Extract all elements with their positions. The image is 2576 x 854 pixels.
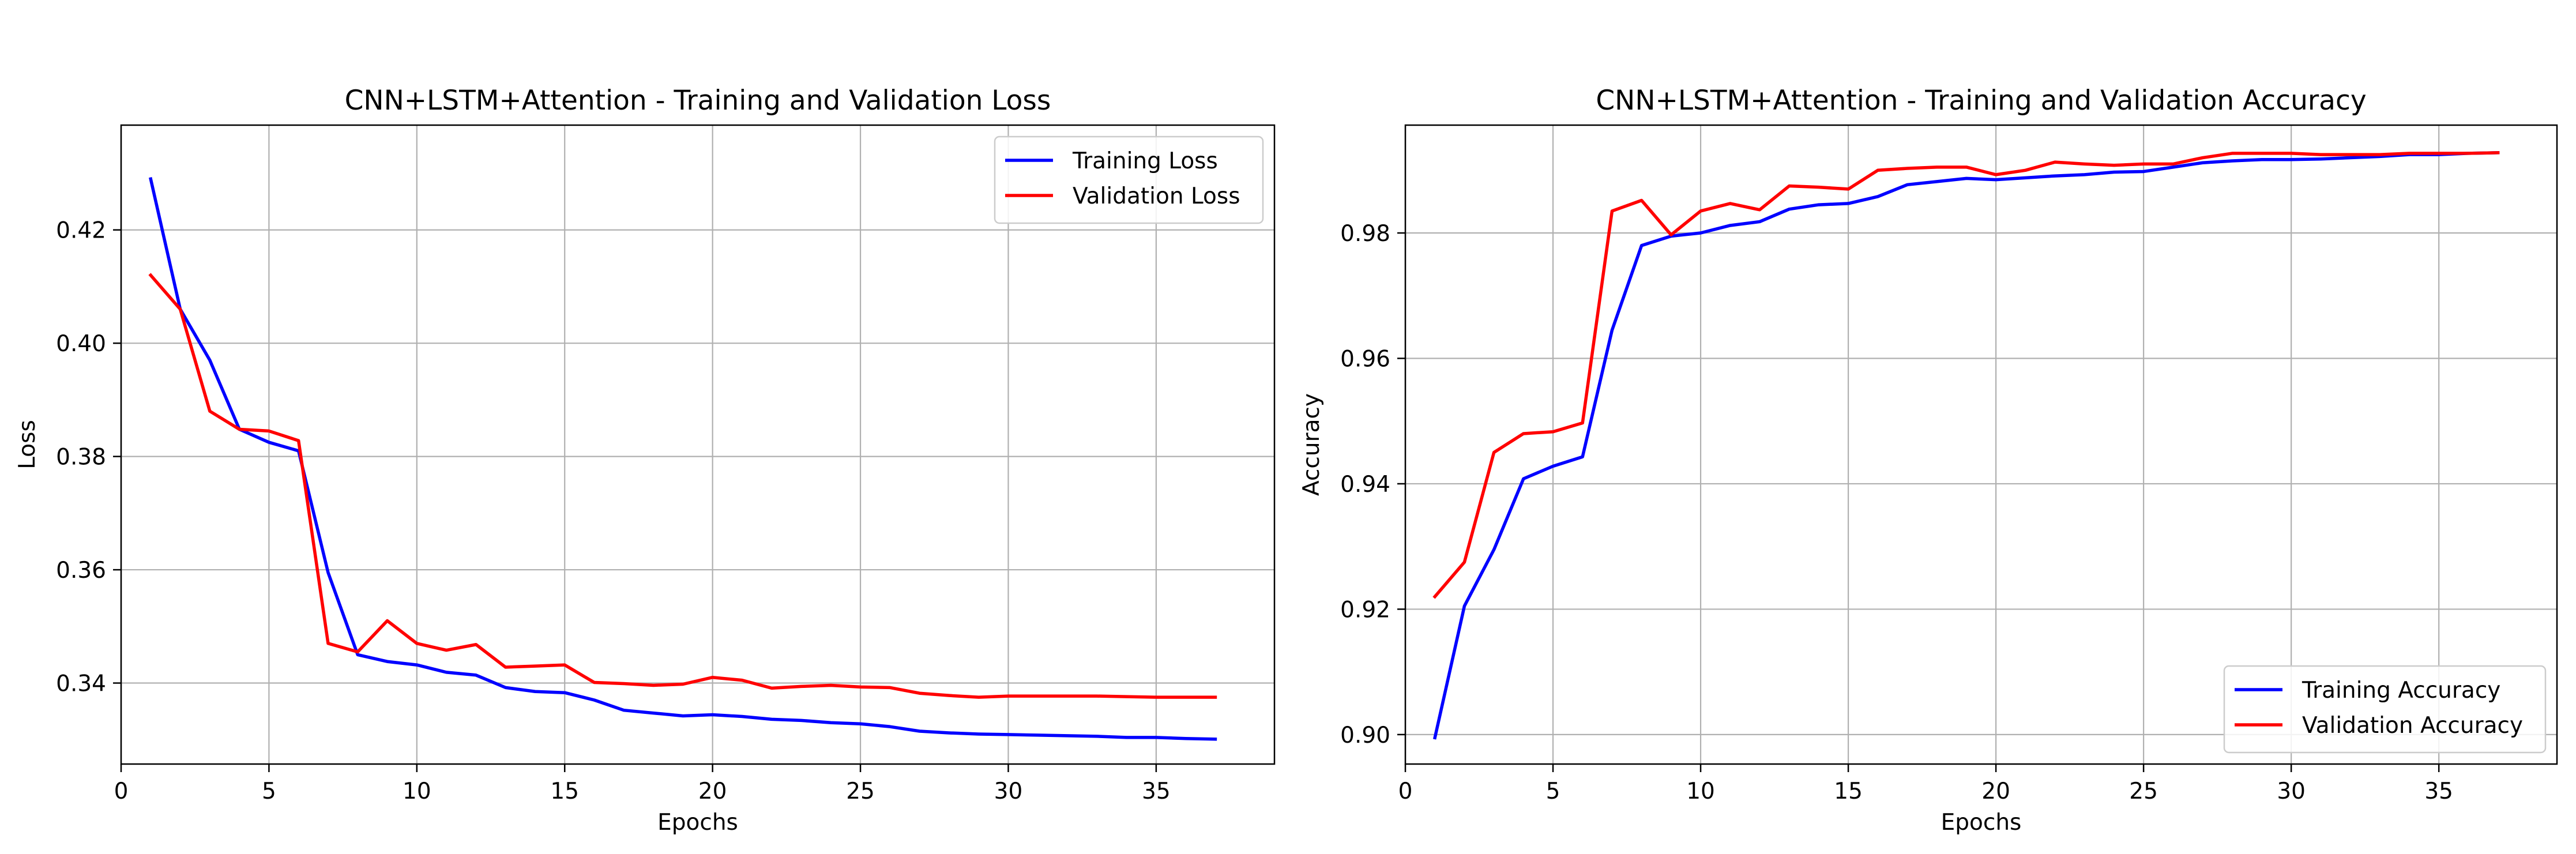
legend-label-validation-accuracy: Validation Accuracy [2302,713,2523,739]
x-tick-label: 5 [1546,778,1560,804]
y-tick-label: 0.92 [1340,597,1390,623]
series-line-training-accuracy [1432,151,2500,740]
y-axis-label: Loss [14,420,40,469]
legend: Training Loss Validation Loss [994,136,1264,224]
legend: Training Accuracy Validation Accuracy [2223,665,2547,754]
y-tick-label: 0.90 [1340,723,1390,748]
x-tick-label: 20 [698,778,727,804]
x-tick-label: 0 [1398,778,1413,804]
x-tick-label: 5 [262,778,276,804]
x-tick-label: 25 [846,778,875,804]
y-tick-label: 0.42 [56,218,106,244]
chart-title: CNN+LSTM+Attention - Training and Valida… [1596,85,2366,116]
x-tick-label: 0 [114,778,129,804]
y-tick-label: 0.96 [1340,346,1390,372]
y-tick-label: 0.38 [56,445,106,471]
x-axis-label: Epochs [657,810,738,836]
x-tick-label: 15 [1834,778,1863,804]
legend-box [994,136,1264,224]
x-tick-label: 35 [2424,778,2453,804]
legend-label-training-accuracy: Training Accuracy [2302,678,2500,703]
y-tick-label: 0.98 [1340,221,1390,247]
x-tick-label: 35 [1142,778,1171,804]
chart-title: CNN+LSTM+Attention - Training and Valida… [345,85,1051,116]
x-tick-label: 30 [2277,778,2306,804]
loss-chart: 0 5 10 15 20 25 30 35 0.34 0.36 0.38 0.40 0.42 CNN+LS… [14,85,1276,836]
series-line-validation-accuracy [1432,151,2500,599]
series-line-training-loss [148,177,1217,741]
y-tick-label: 0.94 [1340,472,1390,498]
x-tick-label: 10 [1686,778,1715,804]
y-tick-label: 0.36 [56,558,106,584]
series-line-validation-loss [148,273,1217,699]
x-tick-label: 25 [2129,778,2158,804]
legend-label-validation-loss: Validation Loss [1073,183,1240,209]
x-tick-label: 30 [994,778,1023,804]
x-tick-label: 10 [403,778,431,804]
plot-frame [1404,124,2558,765]
legend-label-training-loss: Training Loss [1072,148,1218,174]
x-tick-label: 15 [550,778,579,804]
x-axis-label: Epochs [1941,810,2022,836]
y-tick-label: 0.34 [56,671,106,697]
accuracy-chart: 0 5 10 15 20 25 30 35 0.90 0.92 0.94 0.96 0.98 CNN+LS… [1299,85,2558,836]
y-axis-label: Accuracy [1299,393,1325,496]
plot-frame [120,124,1276,765]
legend-box [2223,665,2547,754]
x-tick-label: 20 [1981,778,2010,804]
y-tick-label: 0.40 [56,331,106,357]
